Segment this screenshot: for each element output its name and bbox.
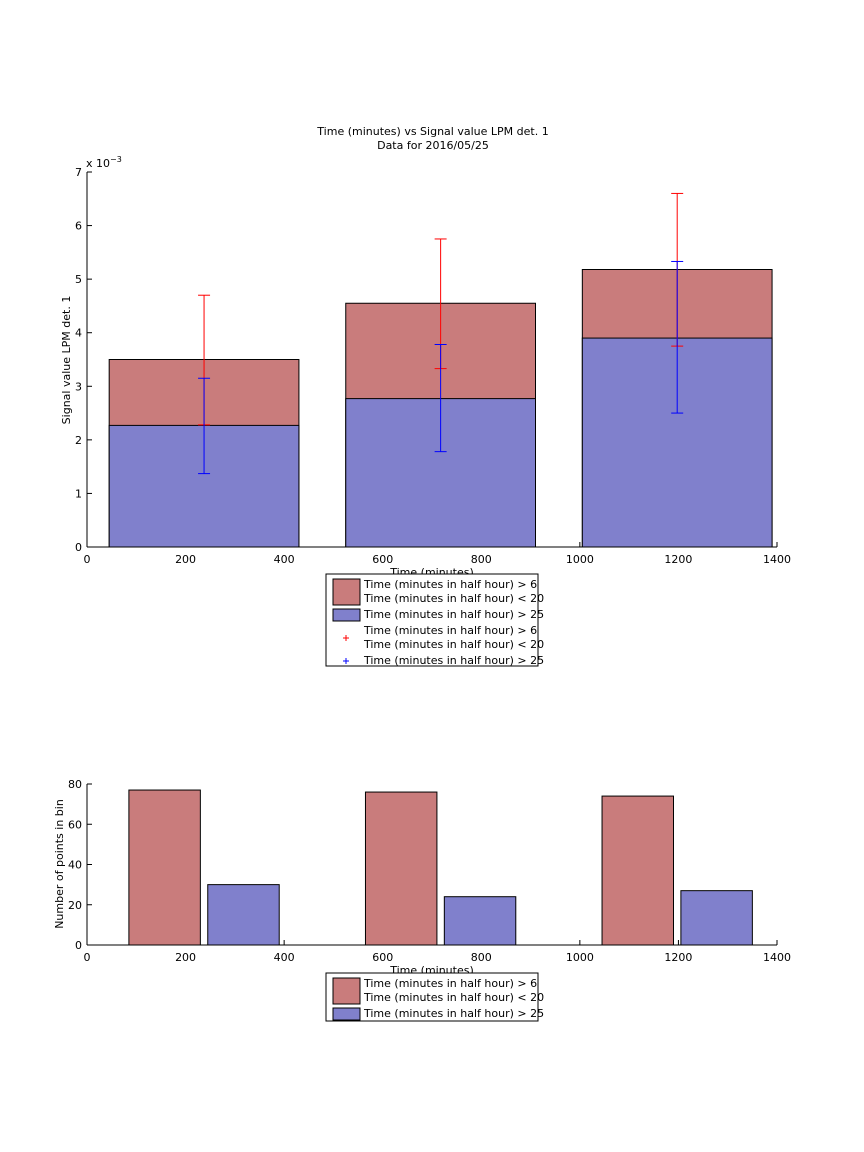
legend-entry-text: Time (minutes in half hour) > 6 [363, 624, 537, 637]
legend-entry-text: Time (minutes in half hour) > 25 [363, 608, 544, 621]
legend-swatch-series-2 [332, 1007, 361, 1021]
signal-x-tick-label: 200 [175, 553, 196, 566]
legend-swatch-series-1 [332, 578, 361, 606]
counts-y-tick-label: 40 [68, 859, 82, 872]
chart-title: Time (minutes) vs Signal value LPM det. … [316, 125, 548, 138]
signal-x-tick-label: 1000 [566, 553, 594, 566]
signal-y-tick-label: 1 [75, 487, 82, 500]
signal-y-tick-label: 4 [75, 327, 82, 340]
signal-x-tick-label: 1200 [664, 553, 692, 566]
counts-x-tick-label: 1000 [566, 951, 594, 964]
legend-swatch-series-2 [332, 608, 361, 622]
legend-box [325, 573, 539, 667]
counts-x-tick-label: 400 [274, 951, 295, 964]
counts-x-tick-label: 200 [175, 951, 196, 964]
signal-y-tick-label: 3 [75, 380, 82, 393]
counts-y-tick-label: 20 [68, 899, 82, 912]
signal-plot: 0 200 400 600 800 1000 1200 1400 0 1 2 3 4 5 6 7 [75, 166, 791, 566]
counts-x-tick-label: 0 [84, 951, 91, 964]
count-bar-series-1[interactable] [128, 789, 201, 946]
signal-x-tick-label: 800 [471, 553, 492, 566]
signal-y-tick-label: 2 [75, 434, 82, 447]
legend-entry-text: Time (minutes in half hour) > 6 [363, 977, 537, 990]
count-bar-series-2[interactable] [680, 890, 753, 946]
chart-subtitle: Data for 2016/05/25 [377, 139, 489, 152]
counts-y-tick-label: 0 [75, 939, 82, 952]
count-bar-series-1[interactable] [364, 791, 438, 946]
count-bar-series-2[interactable] [207, 884, 280, 946]
counts-x-tick-label: 1200 [664, 951, 692, 964]
signal-x-tick-label: 0 [84, 553, 91, 566]
signal-y-tick-label: 0 [75, 541, 82, 554]
counts-x-tick-label: 600 [372, 951, 393, 964]
legend-entry-text: Time (minutes in half hour) < 20 [363, 638, 544, 651]
legend-entry-text: Time (minutes in half hour) < 20 [363, 592, 544, 605]
count-bar-series-2[interactable] [443, 896, 517, 946]
counts-y-tick-label: 60 [68, 818, 82, 831]
y-exponent-label: x 10−3 [86, 155, 122, 170]
count-plot: 0 200 400 600 800 1000 1200 1400 0 20 40 60 80 [68, 778, 791, 964]
signal-y-tick-label: 7 [75, 166, 82, 179]
signal-y-tick-label: 6 [75, 220, 82, 233]
signal-x-tick-label: 1400 [763, 553, 791, 566]
legend-entry-text: Time (minutes in half hour) > 6 [363, 578, 537, 591]
count-bar-series-1[interactable] [601, 795, 674, 946]
counts-x-tick-label: 1400 [763, 951, 791, 964]
legend-entry-text: Time (minutes in half hour) > 25 [363, 654, 544, 667]
signal-x-tick-label: 400 [274, 553, 295, 566]
legend-entry-text: Time (minutes in half hour) < 20 [363, 991, 544, 1004]
y-axis-label: Signal value LPM det. 1 [60, 296, 73, 425]
signal-x-tick-label: 600 [372, 553, 393, 566]
counts-y-tick-label: 80 [68, 778, 82, 791]
signal-y-tick-label: 5 [75, 273, 82, 286]
legend-swatch-series-1 [332, 977, 361, 1005]
legend-box [325, 972, 539, 1022]
counts-x-tick-label: 800 [471, 951, 492, 964]
y-axis-label-counts: Number of points in bin [53, 799, 66, 929]
legend-entry-text: Time (minutes in half hour) > 25 [363, 1007, 544, 1020]
